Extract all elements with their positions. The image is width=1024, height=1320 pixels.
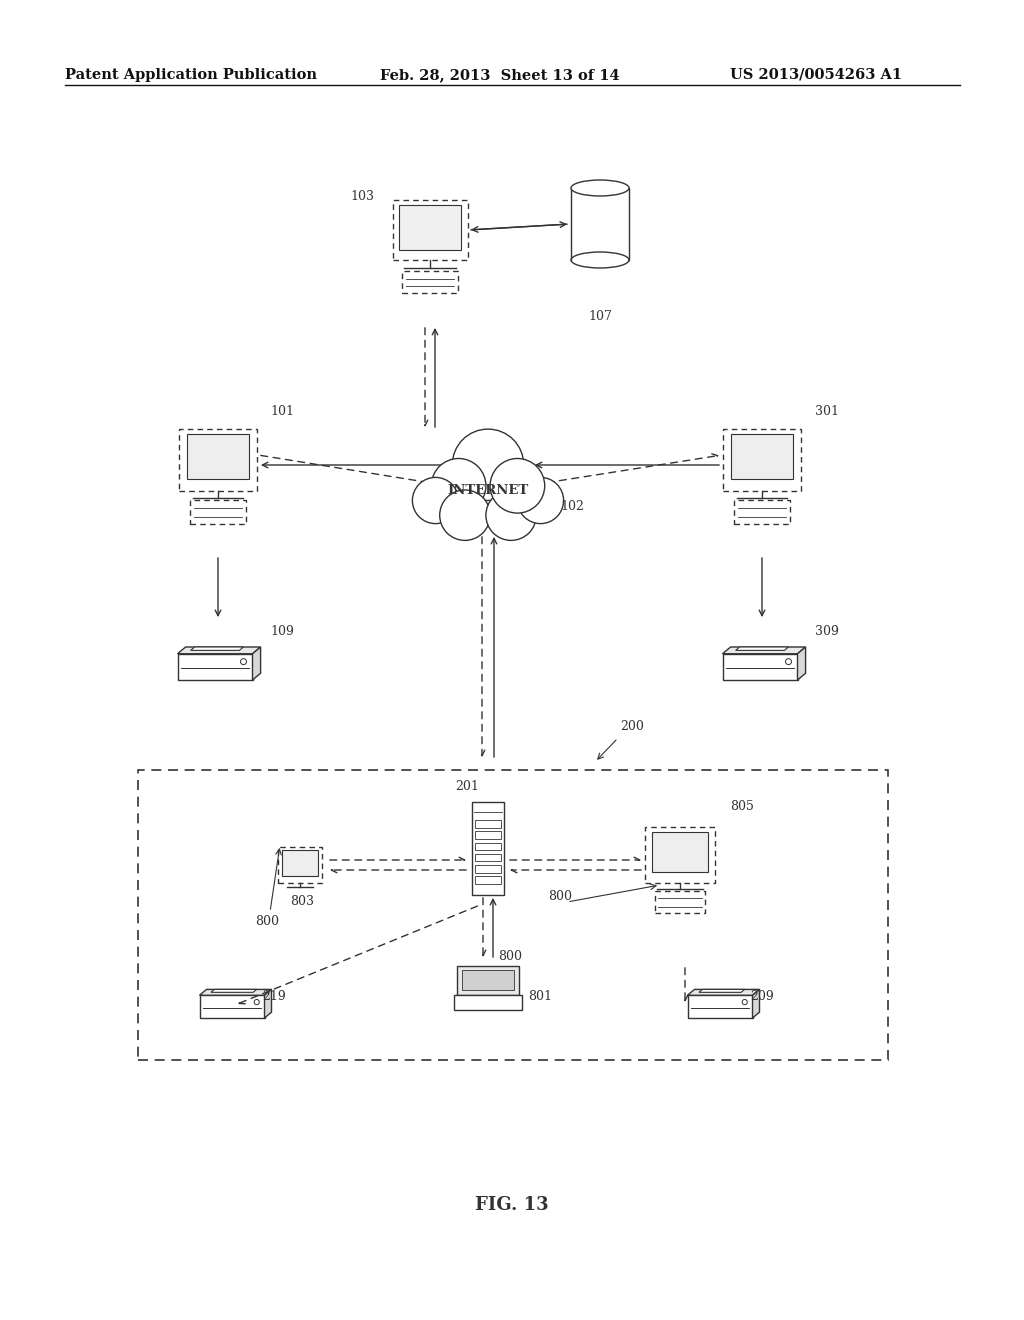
Text: 800: 800 [548, 890, 572, 903]
Bar [723, 653, 798, 680]
Polygon shape [687, 990, 760, 995]
Bar [200, 995, 264, 1018]
Polygon shape [253, 647, 260, 680]
Text: FIG. 13: FIG. 13 [475, 1196, 549, 1214]
Bar [189, 500, 246, 524]
Text: 209: 209 [750, 990, 774, 1003]
Polygon shape [200, 990, 271, 995]
Text: 801: 801 [528, 990, 552, 1003]
Bar [475, 854, 501, 862]
Text: 102: 102 [560, 500, 584, 513]
Bar [138, 770, 888, 1060]
Circle shape [453, 429, 523, 500]
Ellipse shape [571, 180, 629, 195]
Bar [475, 832, 501, 840]
Text: US 2013/0054263 A1: US 2013/0054263 A1 [730, 69, 902, 82]
Polygon shape [190, 647, 244, 651]
Bar [652, 832, 708, 871]
Polygon shape [264, 990, 271, 1018]
Bar [278, 847, 323, 883]
Text: 800: 800 [255, 915, 279, 928]
Polygon shape [723, 647, 806, 653]
Bar [179, 429, 257, 491]
Polygon shape [177, 647, 260, 653]
Text: 200: 200 [620, 719, 644, 733]
Text: 219: 219 [262, 990, 286, 1003]
Bar [399, 205, 461, 249]
Bar [472, 801, 504, 895]
Text: 107: 107 [588, 310, 612, 323]
Bar [177, 653, 253, 680]
Bar [654, 891, 706, 912]
Circle shape [439, 490, 490, 540]
Circle shape [431, 458, 486, 513]
Text: 109: 109 [270, 624, 294, 638]
Circle shape [413, 478, 459, 524]
Bar [731, 434, 794, 479]
Text: 800: 800 [498, 950, 522, 964]
Bar [723, 429, 801, 491]
Bar [475, 865, 501, 873]
Polygon shape [211, 990, 257, 993]
Bar [186, 434, 249, 479]
Bar [458, 966, 518, 994]
Circle shape [517, 478, 563, 524]
Bar [283, 850, 317, 875]
Text: 803: 803 [290, 895, 314, 908]
Circle shape [486, 490, 537, 540]
Bar [687, 995, 753, 1018]
Bar [455, 994, 521, 1010]
Bar [475, 820, 501, 828]
Polygon shape [698, 990, 744, 993]
Ellipse shape [571, 252, 629, 268]
Polygon shape [798, 647, 806, 680]
Text: Patent Application Publication: Patent Application Publication [65, 69, 317, 82]
Text: 101: 101 [270, 405, 294, 418]
Bar [462, 970, 514, 990]
Polygon shape [753, 990, 760, 1018]
Bar [571, 187, 629, 260]
Circle shape [490, 458, 545, 513]
Bar [734, 500, 791, 524]
Bar [401, 271, 458, 293]
Text: 309: 309 [815, 624, 839, 638]
Polygon shape [735, 647, 788, 651]
Text: 301: 301 [815, 405, 839, 418]
Text: 805: 805 [730, 800, 754, 813]
Text: INTERNET: INTERNET [447, 483, 528, 496]
Bar [475, 842, 501, 850]
Text: Feb. 28, 2013  Sheet 13 of 14: Feb. 28, 2013 Sheet 13 of 14 [380, 69, 620, 82]
Text: 103: 103 [350, 190, 374, 203]
Bar [475, 876, 501, 884]
Bar [645, 828, 715, 883]
Text: 201: 201 [455, 780, 479, 793]
